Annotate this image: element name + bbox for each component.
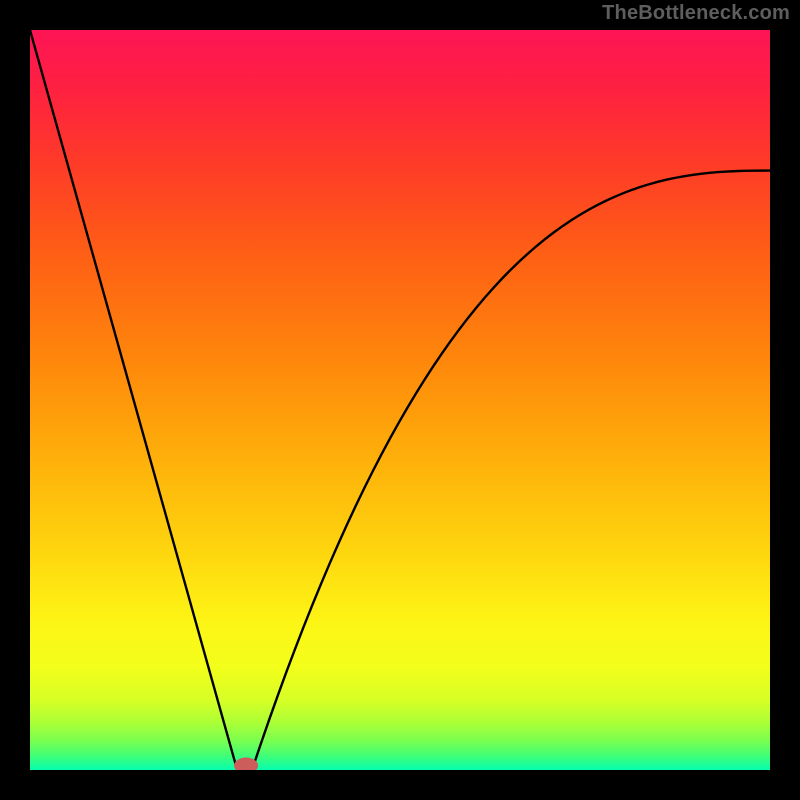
bottleneck-chart xyxy=(0,0,800,800)
optimal-point-marker xyxy=(234,758,258,774)
watermark-text: TheBottleneck.com xyxy=(602,2,790,25)
chart-frame: TheBottleneck.com xyxy=(0,0,800,800)
plot-background xyxy=(30,30,770,770)
